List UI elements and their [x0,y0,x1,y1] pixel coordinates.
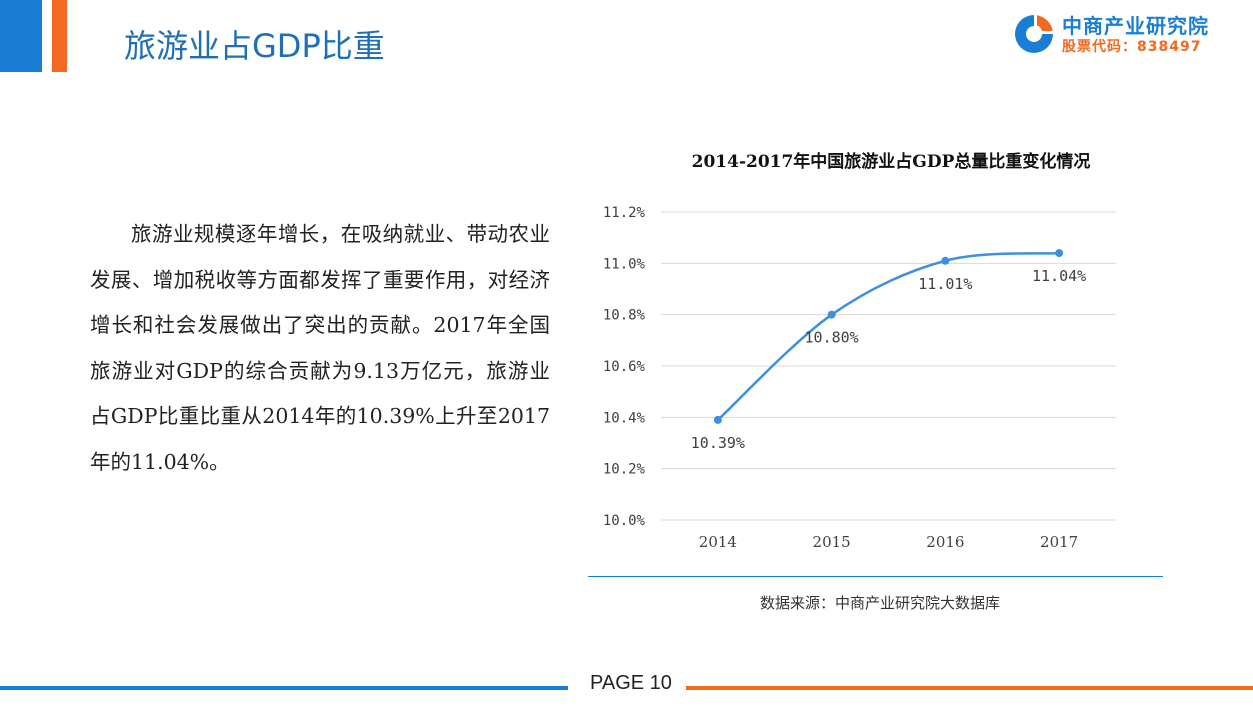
page-title: 旅游业占GDP比重 [124,27,385,65]
series-line [717,251,1060,421]
y-tick-label: 11.0% [603,256,646,272]
logo-stock-code: 股票代码：838497 [1062,39,1202,55]
data-point [941,256,950,265]
chart-x-axis: 2014 2015 2016 2017 [699,533,1078,551]
gdp-share-line-chart: 2014-2017年中国旅游业占GDP总量比重变化情况 10.0%10.2%10… [603,151,1116,551]
data-point [713,415,722,424]
chart-y-axis: 10.0% 10.2% 10.4% 10.6% 10.8% 11.0% 11.2% [603,205,646,529]
x-tick-label: 2016 [926,533,964,551]
y-tick-label: 11.2% [603,205,646,221]
header-accent-blue-bar [0,0,42,72]
header-accent-orange-bar [52,0,67,72]
logo-company-name: 中商产业研究院 [1062,14,1209,38]
source-divider [588,576,1163,577]
y-tick-label: 10.8% [603,308,646,324]
chart-gridlines [661,211,1116,521]
x-tick-label: 2014 [699,533,737,551]
data-source-note: 数据来源：中商产业研究院大数据库 [760,594,1001,612]
chart-series: 10.39% 10.80% 11.01% 11.04% [691,249,1086,452]
footer-orange-line [686,686,1253,690]
data-label: 11.01% [918,275,972,293]
y-tick-label: 10.2% [603,462,646,478]
y-tick-label: 10.4% [603,410,646,426]
y-tick-label: 10.6% [603,359,646,375]
zhongshang-logo-icon [1015,15,1053,53]
data-label: 11.04% [1032,267,1086,285]
y-tick-label: 10.0% [603,513,646,529]
chart-title: 2014-2017年中国旅游业占GDP总量比重变化情况 [692,151,1091,172]
data-point [1055,249,1064,258]
description-paragraph: 旅游业规模逐年增长，在吸纳就业、带动农业发展、增加税收等方面都发挥了重要作用，对… [90,222,550,474]
data-label: 10.80% [805,329,859,347]
x-tick-label: 2015 [813,533,851,551]
x-tick-label: 2017 [1040,533,1078,551]
data-label: 10.39% [691,434,745,452]
footer-blue-line [0,686,568,690]
company-logo: 中商产业研究院 股票代码：838497 [1012,10,1237,58]
data-point [827,310,836,319]
page-number: PAGE 10 [590,672,672,694]
